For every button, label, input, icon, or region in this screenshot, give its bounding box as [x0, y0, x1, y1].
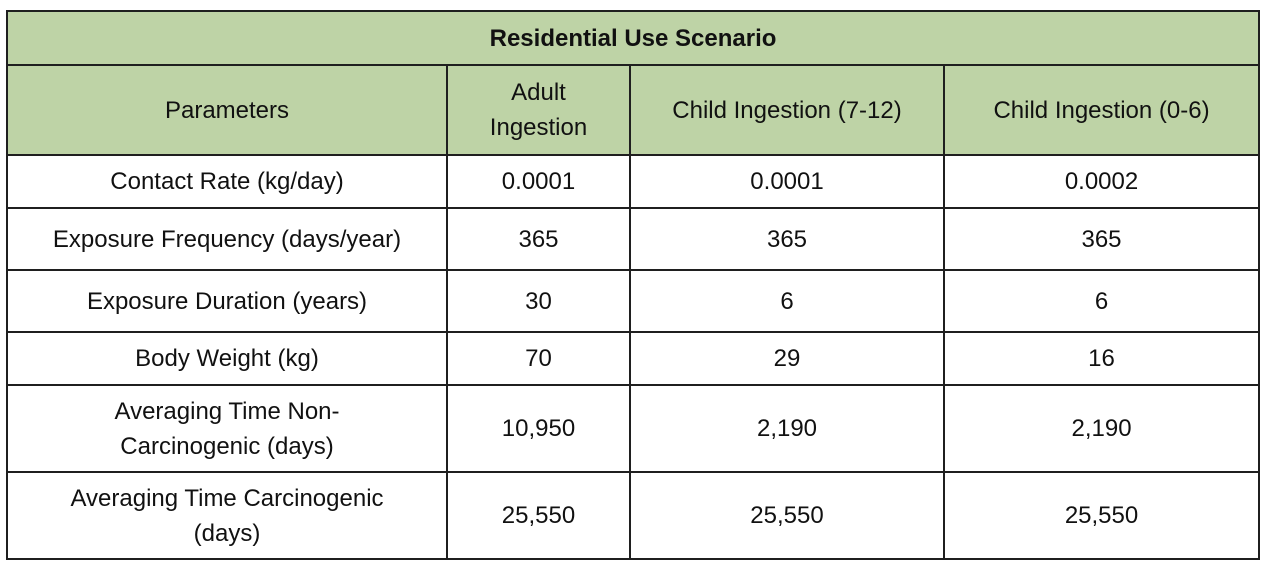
value-cell: 365 [629, 207, 945, 271]
header-child-ingestion-7-12: Child Ingestion (7-12) [629, 64, 945, 156]
header-parameters: Parameters [6, 64, 448, 156]
value-cell: 25,550 [629, 471, 945, 560]
value-cell: 0.0002 [942, 154, 1261, 209]
param-cell: Body Weight (kg) [6, 331, 448, 386]
value-cell: 0.0001 [629, 154, 945, 209]
value-cell: 2,190 [942, 384, 1261, 473]
param-cell-text: Averaging Time Carcinogenic (days) [70, 484, 384, 547]
value-cell: 365 [446, 207, 631, 271]
value-cell: 10,950 [446, 384, 631, 473]
param-cell: Exposure Frequency (days/year) [6, 207, 448, 271]
value-cell: 365 [942, 207, 1261, 271]
table-row: Averaging Time Carcinogenic (days) 25,55… [6, 471, 1261, 560]
value-cell: 70 [446, 331, 631, 386]
header-child-ingestion-0-6: Child Ingestion (0-6) [942, 64, 1261, 156]
table-row: Contact Rate (kg/day) 0.0001 0.0001 0.00… [6, 154, 1261, 209]
value-cell: 0.0001 [446, 154, 631, 209]
param-cell: Contact Rate (kg/day) [6, 154, 448, 209]
value-cell: 25,550 [942, 471, 1261, 560]
value-cell: 29 [629, 331, 945, 386]
table-header-row: Parameters Adult Ingestion Child Ingesti… [6, 64, 1261, 156]
value-cell: 25,550 [446, 471, 631, 560]
value-cell: 2,190 [629, 384, 945, 473]
residential-use-table: Residential Use Scenario Parameters Adul… [5, 10, 1261, 560]
param-cell: Exposure Duration (years) [6, 269, 448, 333]
table-row: Averaging Time Non-Carcinogenic (days) 1… [6, 384, 1261, 473]
param-cell: Averaging Time Carcinogenic (days) [6, 471, 448, 560]
value-cell: 16 [942, 331, 1261, 386]
value-cell: 30 [446, 269, 631, 333]
table-row: Exposure Frequency (days/year) 365 365 3… [6, 207, 1261, 271]
table-title-row: Residential Use Scenario [5, 10, 1261, 66]
header-adult-ingestion: Adult Ingestion [446, 64, 631, 156]
param-cell-text: Averaging Time Non-Carcinogenic (days) [114, 397, 340, 460]
header-adult-ingestion-text: Adult Ingestion [489, 79, 588, 141]
value-cell: 6 [629, 269, 945, 333]
param-cell: Averaging Time Non-Carcinogenic (days) [6, 384, 448, 473]
table-title: Residential Use Scenario [5, 10, 1261, 66]
table-row: Body Weight (kg) 70 29 16 [6, 331, 1261, 386]
value-cell: 6 [942, 269, 1261, 333]
table-row: Exposure Duration (years) 30 6 6 [6, 269, 1261, 333]
